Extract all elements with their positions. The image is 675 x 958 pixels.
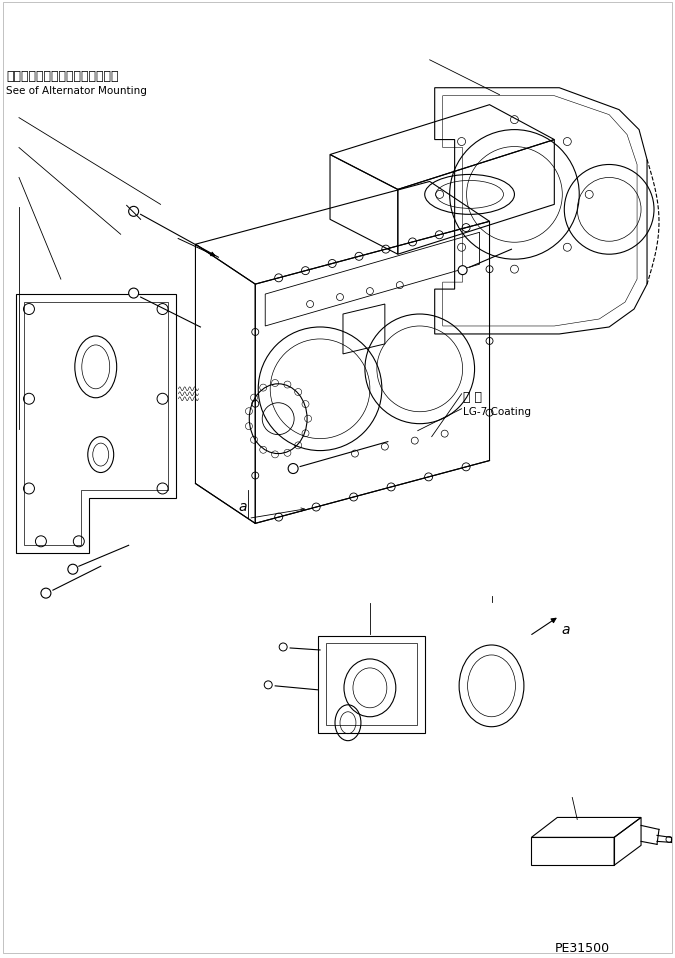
Circle shape [288,464,298,473]
Circle shape [129,288,138,298]
Circle shape [68,564,78,574]
Text: PE31500: PE31500 [554,942,610,955]
Circle shape [458,265,467,275]
Circle shape [41,588,51,598]
Text: オルタネータマウンティング参照: オルタネータマウンティング参照 [6,70,119,82]
Text: 塗 布: 塗 布 [462,391,481,403]
Text: a: a [238,500,247,514]
Text: LG-7 Coating: LG-7 Coating [462,407,531,417]
Circle shape [129,206,138,217]
Text: See of Alternator Mounting: See of Alternator Mounting [6,85,147,96]
Circle shape [279,643,287,651]
Text: a: a [562,623,570,637]
Circle shape [264,681,272,689]
